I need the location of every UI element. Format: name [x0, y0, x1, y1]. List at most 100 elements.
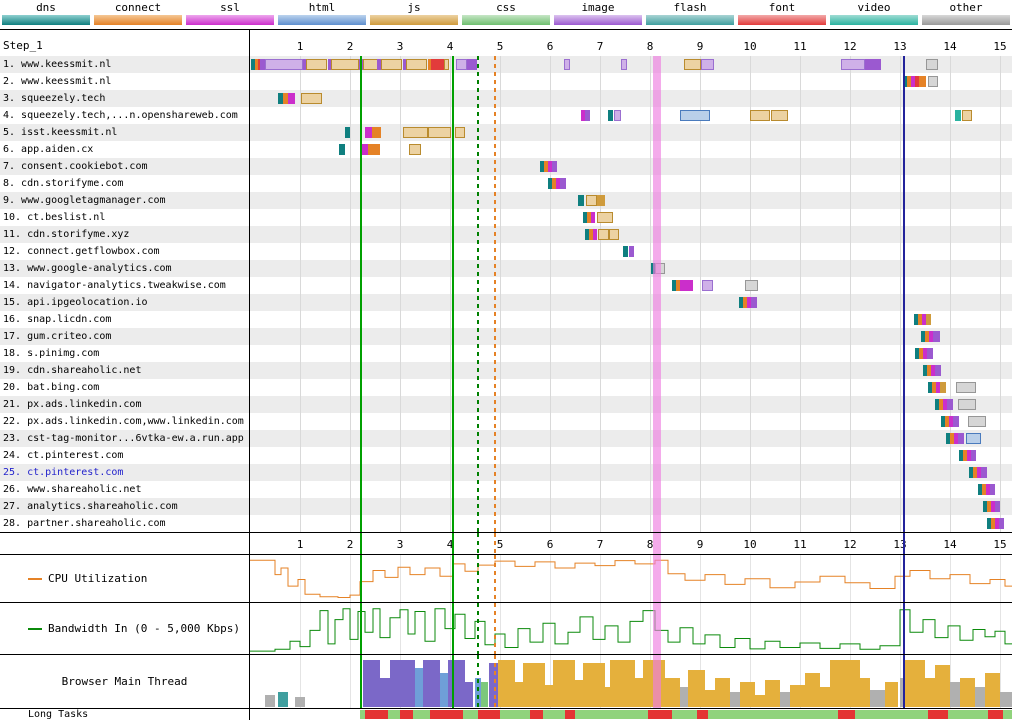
request-bar-segment: [939, 399, 943, 410]
request-label[interactable]: 1. www.keessmit.nl: [3, 59, 112, 70]
time-marker-green-2-marker: [452, 555, 454, 602]
request-label[interactable]: 28. partner.shareaholic.com: [3, 518, 166, 529]
request-label[interactable]: 16. snap.licdn.com: [3, 314, 112, 325]
request-label[interactable]: 18. s.pinimg.com: [3, 348, 100, 359]
request-bar-segment: [456, 59, 467, 70]
request-label[interactable]: 22. px.ads.linkedin.com,www.linkedin.com: [3, 416, 244, 427]
waterfall-row[interactable]: [250, 464, 1012, 481]
waterfall-row[interactable]: [250, 141, 1012, 158]
legend-item-dns: dns: [0, 0, 92, 29]
tick-label: 2: [346, 40, 354, 53]
waterfall-row[interactable]: [250, 226, 1012, 243]
request-label[interactable]: 17. gum.criteo.com: [3, 331, 112, 342]
waterfall-row[interactable]: [250, 73, 1012, 90]
long-task-bar: [697, 710, 708, 719]
waterfall-row[interactable]: [250, 311, 1012, 328]
request-label[interactable]: 11. cdn.storifyme.xyz: [3, 229, 130, 240]
waterfall-row[interactable]: [250, 209, 1012, 226]
request-label[interactable]: 12. connect.getflowbox.com: [3, 246, 160, 257]
waterfall-row[interactable]: [250, 379, 1012, 396]
request-bar-segment: [301, 93, 322, 104]
request-bar-segment: [593, 229, 597, 240]
request-label[interactable]: 23. cst-tag-monitor...6vtka-ew.a.run.app: [3, 433, 244, 444]
request-bar-segment: [958, 399, 976, 410]
waterfall-row[interactable]: [250, 481, 1012, 498]
gridline: [700, 603, 701, 654]
request-label[interactable]: 6. app.aiden.cx: [3, 144, 94, 155]
main-thread-bar: [688, 670, 705, 707]
legend-label: other: [949, 1, 983, 14]
waterfall-row[interactable]: [250, 158, 1012, 175]
waterfall-row[interactable]: [250, 124, 1012, 141]
waterfall-row[interactable]: [250, 107, 1012, 124]
gridline: [500, 603, 501, 654]
request-label[interactable]: 24. ct.pinterest.com: [3, 450, 124, 461]
main-thread-bar: [605, 687, 610, 707]
request-label[interactable]: 10. ct.beslist.nl: [3, 212, 106, 223]
request-label[interactable]: 3. squeezely.tech: [3, 93, 106, 104]
waterfall-row[interactable]: [250, 362, 1012, 379]
dom-interactive-marker: [477, 655, 479, 708]
request-label[interactable]: 27. analytics.shareaholic.com: [3, 501, 178, 512]
gridline: [900, 56, 901, 532]
waterfall-row[interactable]: [250, 515, 1012, 532]
main-thread-label: Browser Main Thread: [61, 675, 188, 688]
gridline: [350, 655, 351, 708]
request-label[interactable]: 5. isst.keessmit.nl: [3, 127, 118, 138]
waterfall-row[interactable]: [250, 328, 1012, 345]
waterfall-row[interactable]: [250, 90, 1012, 107]
request-bar-segment: [377, 59, 381, 70]
request-label[interactable]: 20. bat.bing.com: [3, 382, 100, 393]
start-render-marker: [360, 533, 362, 554]
document-complete-marker: [903, 555, 905, 602]
main-thread-bar: [830, 660, 860, 707]
request-label[interactable]: 21. px.ads.linkedin.com: [3, 399, 142, 410]
waterfall-row[interactable]: [250, 192, 1012, 209]
waterfall-row[interactable]: [250, 175, 1012, 192]
request-bar-segment: [865, 59, 881, 70]
request-label[interactable]: 2. www.keessmit.nl: [3, 76, 112, 87]
request-bar-segment: [363, 59, 378, 70]
waterfall-row[interactable]: [250, 413, 1012, 430]
request-bar-segment: [381, 59, 402, 70]
waterfall-row[interactable]: [250, 345, 1012, 362]
request-bar-segment: [958, 433, 964, 444]
waterfall-row[interactable]: [250, 277, 1012, 294]
document-complete-marker: [903, 56, 905, 532]
waterfall-row[interactable]: [250, 243, 1012, 260]
request-label[interactable]: 26. www.shareaholic.net: [3, 484, 142, 495]
bandwidth-chart-svg: [250, 608, 1012, 652]
request-label[interactable]: 9. www.googletagmanager.com: [3, 195, 166, 206]
waterfall-row[interactable]: [250, 498, 1012, 515]
dom-content-loaded-marker: [494, 533, 496, 554]
request-label[interactable]: 7. consent.cookiebot.com: [3, 161, 148, 172]
waterfall-row[interactable]: [250, 294, 1012, 311]
main-thread-bar: [448, 660, 465, 707]
waterfall-row[interactable]: [250, 447, 1012, 464]
main-thread-bar: [498, 660, 515, 707]
request-label[interactable]: 25. ct.pinterest.com: [3, 467, 124, 478]
gridline: [550, 56, 551, 532]
waterfall-row[interactable]: [250, 430, 1012, 447]
request-label[interactable]: 14. navigator-analytics.tweakwise.com: [3, 280, 226, 291]
request-bar-segment: [928, 76, 938, 87]
request-label[interactable]: 4. squeezely.tech,...n.openshareweb.com: [3, 110, 238, 121]
main-thread-bar: [985, 673, 1000, 707]
main-thread-bar: [885, 682, 898, 707]
request-label[interactable]: 19. cdn.shareaholic.net: [3, 365, 142, 376]
legend-label: dns: [36, 1, 56, 14]
tick-label: 10: [743, 40, 757, 53]
waterfall-row[interactable]: [250, 56, 1012, 73]
request-label[interactable]: 15. api.ipgeolocation.io: [3, 297, 148, 308]
request-label[interactable]: 8. cdn.storifyme.com: [3, 178, 124, 189]
waterfall-row[interactable]: [250, 396, 1012, 413]
main-thread-bar: [610, 660, 635, 707]
legend-item-other: other: [920, 0, 1012, 29]
gridline: [400, 555, 401, 602]
request-label[interactable]: 13. www.google-analytics.com: [3, 263, 172, 274]
main-thread-bar: [780, 692, 790, 707]
waterfall-row[interactable]: [250, 260, 1012, 277]
gridline: [900, 555, 901, 602]
tick-label: 12: [843, 40, 857, 53]
request-bar-segment: [544, 161, 548, 172]
